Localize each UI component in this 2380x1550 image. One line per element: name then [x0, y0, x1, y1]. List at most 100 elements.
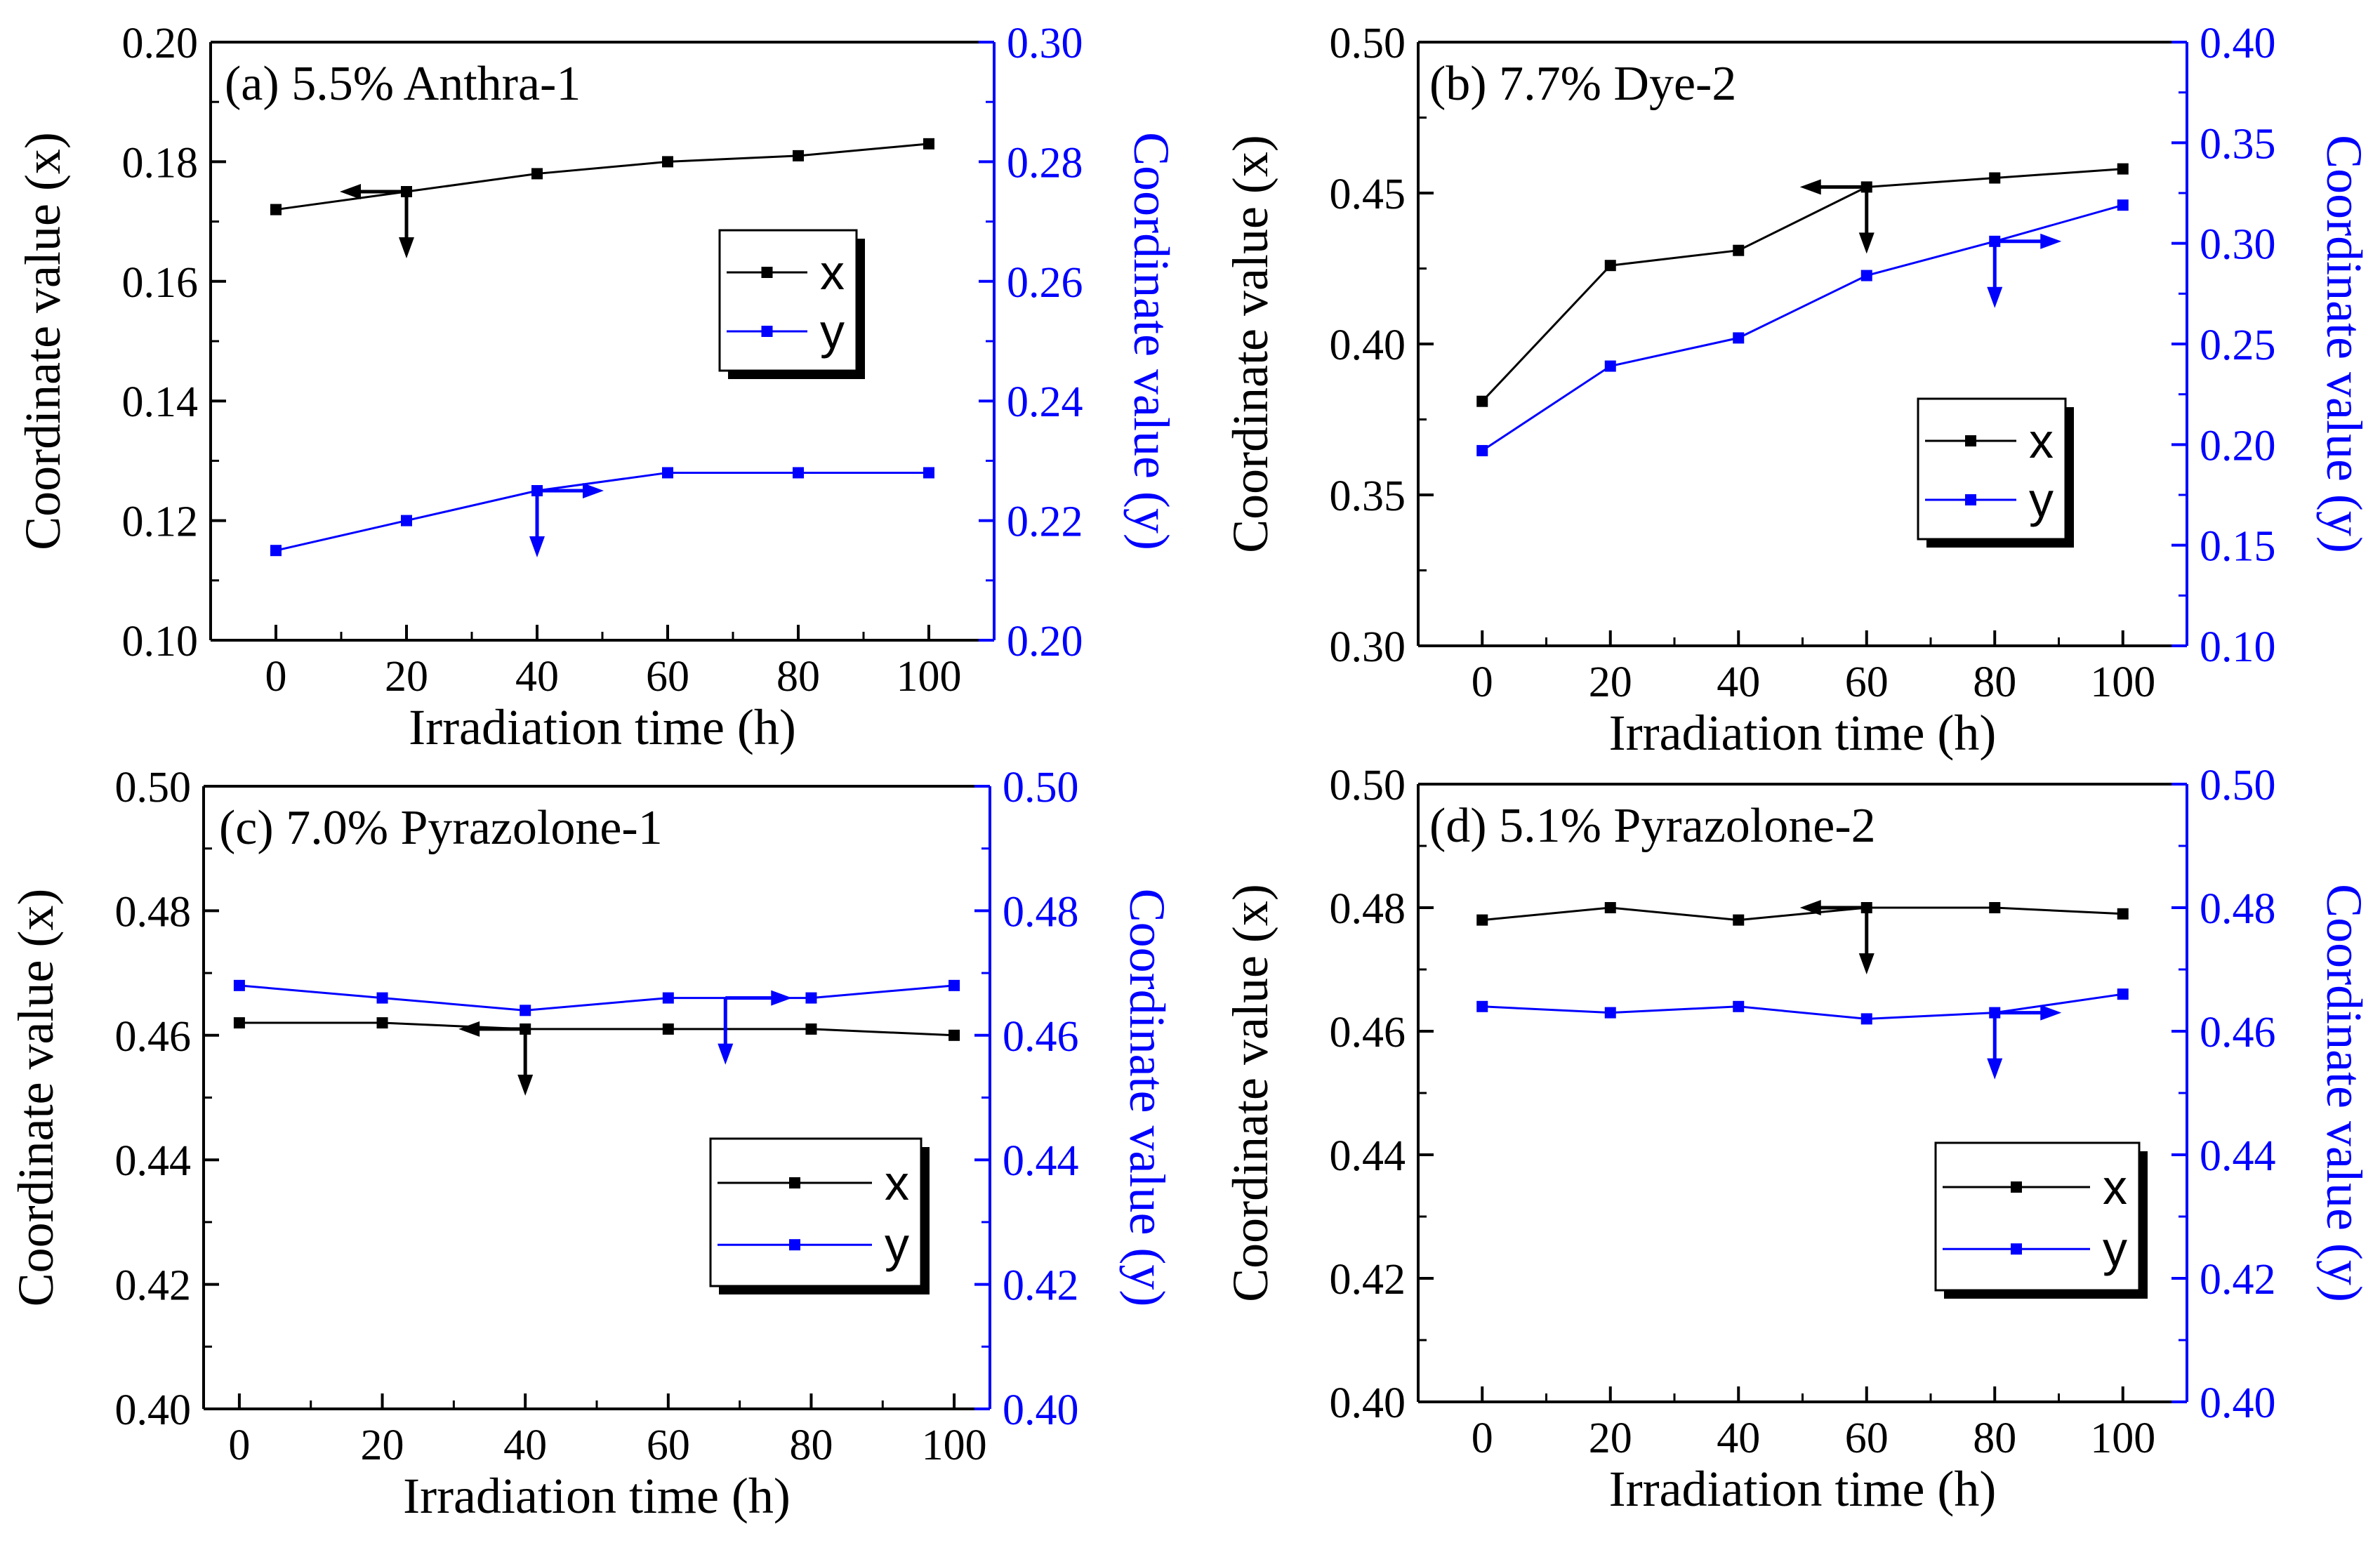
legend-marker-y	[2011, 1243, 2022, 1255]
right-y-tick-label: 0.25	[2200, 322, 2276, 369]
right-y-tick-label: 0.40	[1003, 1386, 1079, 1434]
x-tick-label: 20	[1589, 658, 1632, 706]
right-y-tick-label: 0.50	[2200, 762, 2276, 809]
data-point-y	[376, 992, 388, 1004]
arrow-head-horizontal	[771, 990, 793, 1006]
arrow-head-horizontal	[1799, 179, 1821, 195]
data-point-x	[1733, 914, 1745, 926]
x-tick-label: 80	[789, 1422, 833, 1469]
arrow-head-horizontal	[340, 184, 361, 199]
data-point-x	[948, 1029, 960, 1041]
left-y-axis-label: Coordinate value (x)	[8, 889, 64, 1307]
left-y-axis-label: Coordinate value (x)	[15, 132, 71, 550]
legend-box	[1934, 1141, 2141, 1292]
right-y-tick-label: 0.40	[2200, 20, 2276, 67]
x-axis-label: Irradiation time (h)	[403, 1468, 791, 1524]
data-point-x	[1476, 395, 1488, 407]
data-point-x	[2117, 163, 2129, 175]
panel-title: (b) 7.7% Dye-2	[1429, 57, 1736, 111]
left-y-tick-label: 0.46	[1330, 1009, 1406, 1056]
right-y-tick-label: 0.30	[2200, 221, 2276, 269]
arrow-head-vertical	[529, 536, 545, 557]
data-point-y	[1860, 270, 1872, 281]
left-y-tick-label: 0.35	[1330, 472, 1406, 520]
data-point-y	[1604, 360, 1616, 372]
left-y-tick-label: 0.42	[1330, 1256, 1406, 1304]
left-y-tick-label: 0.48	[115, 888, 192, 936]
right-y-axis-label: Coordinate value (y)	[2316, 884, 2372, 1302]
left-y-tick-label: 0.48	[1330, 885, 1406, 933]
data-point-y	[1604, 1007, 1616, 1019]
arrow-head-horizontal	[1799, 900, 1821, 915]
left-y-tick-label: 0.10	[122, 618, 199, 665]
data-point-x	[2117, 908, 2129, 920]
series-line-y	[275, 471, 929, 552]
axis-arrow-y	[1987, 1005, 2062, 1080]
data-point-x	[662, 156, 673, 168]
left-y-tick-label: 0.18	[122, 139, 199, 187]
legend-marker-y	[761, 326, 773, 337]
axis-arrow-y	[718, 990, 793, 1065]
right-y-tick-label: 0.20	[2200, 422, 2276, 470]
axis-arrow-x	[1799, 179, 1875, 254]
arrow-head-vertical	[1858, 953, 1875, 974]
data-point-x	[1476, 914, 1488, 926]
chart-panel-1: 0 20 40 60 80 100 0.30 0.35 0.40 0.45 0.50 0.10 0.15…	[1222, 20, 2372, 761]
legend-label-y: y	[820, 304, 845, 359]
legend-marker-x	[2011, 1181, 2022, 1193]
x-tick-label: 40	[515, 653, 559, 701]
series-line-x	[275, 143, 930, 211]
axis-arrow-y	[1987, 233, 2062, 308]
legend-box	[718, 229, 858, 372]
left-y-tick-label: 0.40	[1330, 322, 1406, 369]
legend: xy	[709, 1137, 930, 1294]
data-point-x	[376, 1017, 388, 1029]
series-line-y	[1482, 993, 2123, 1020]
arrow-head-vertical	[399, 237, 414, 258]
data-point-x	[531, 168, 543, 180]
legend-label-y: y	[2029, 472, 2054, 527]
left-y-tick-label: 0.45	[1330, 171, 1406, 218]
right-y-tick-label: 0.22	[1007, 498, 1083, 546]
x-tick-label: 20	[361, 1422, 404, 1469]
x-tick-label: 60	[1845, 1415, 1889, 1462]
x-tick-label: 0	[1472, 1415, 1493, 1462]
right-y-tick-label: 0.40	[2200, 1379, 2276, 1427]
left-y-tick-label: 0.50	[1330, 20, 1406, 67]
right-y-tick-label: 0.15	[2200, 523, 2276, 571]
x-tick-label: 80	[1973, 658, 2016, 706]
data-point-y	[233, 979, 245, 991]
data-point-y	[805, 992, 817, 1004]
axis-arrow-x	[340, 184, 414, 258]
legend: xy	[1934, 1141, 2148, 1299]
legend-marker-y	[789, 1239, 800, 1251]
x-tick-label: 60	[647, 1422, 690, 1469]
x-tick-label: 80	[776, 653, 820, 701]
left-y-tick-label: 0.50	[115, 764, 192, 812]
legend-label-x: x	[2029, 413, 2054, 468]
x-tick-label: 100	[922, 1422, 987, 1469]
data-point-y	[662, 467, 673, 479]
right-y-tick-label: 0.35	[2200, 120, 2276, 168]
legend-label-y: y	[2103, 1221, 2127, 1276]
data-point-y	[1733, 332, 1745, 344]
x-tick-label: 40	[503, 1422, 547, 1469]
legend: xy	[718, 229, 865, 379]
x-axis-label: Irradiation time (h)	[1609, 1461, 1997, 1517]
left-y-tick-label: 0.46	[115, 1013, 192, 1061]
series-line-x	[239, 1021, 955, 1037]
right-y-tick-label: 0.10	[2200, 623, 2276, 671]
data-point-x	[1604, 902, 1616, 913]
left-y-axis-label: Coordinate value (x)	[1222, 884, 1278, 1302]
legend-marker-x	[1965, 435, 1976, 446]
right-y-tick-label: 0.28	[1007, 139, 1083, 187]
data-point-y	[2117, 199, 2129, 211]
left-y-tick-label: 0.44	[1330, 1132, 1406, 1180]
left-y-tick-label: 0.12	[122, 498, 199, 546]
data-point-x	[805, 1023, 817, 1035]
data-point-x	[233, 1017, 245, 1029]
x-tick-label: 0	[265, 653, 287, 701]
data-point-y	[793, 467, 804, 479]
right-y-tick-label: 0.44	[2200, 1132, 2276, 1180]
